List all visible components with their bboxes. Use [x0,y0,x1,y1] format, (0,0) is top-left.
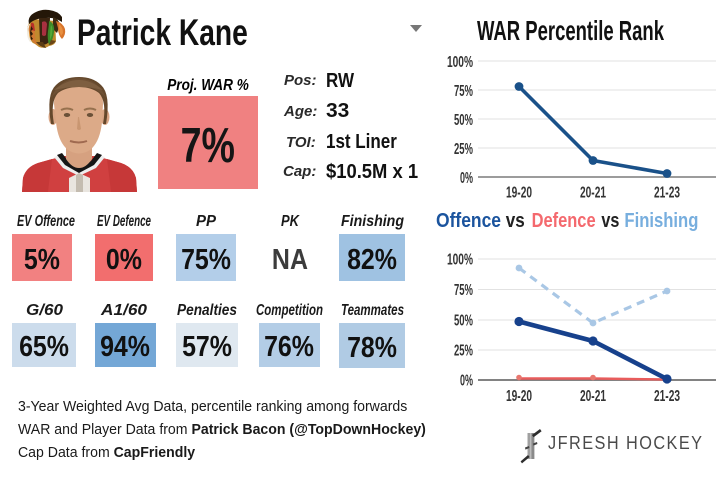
svg-text:PK: PK [281,213,300,230]
svg-text:PP: PP [196,213,217,230]
svg-text:19-20: 19-20 [506,185,532,202]
svg-text:21-23: 21-23 [654,185,680,202]
svg-text:Teammates: Teammates [341,302,404,319]
svg-text:20-21: 20-21 [580,185,606,202]
svg-text:vs: vs [506,209,525,232]
svg-text:50%: 50% [454,313,473,330]
svg-text:vs: vs [601,209,619,232]
svg-text:21-23: 21-23 [654,388,680,405]
svg-text:Penalties: Penalties [177,302,237,319]
svg-text:20-21: 20-21 [580,388,606,405]
svg-text:Finishing: Finishing [624,209,698,232]
svg-text:100%: 100% [447,54,473,71]
svg-text:75%: 75% [454,83,473,100]
svg-text:EV Offence: EV Offence [17,213,75,230]
svg-text:Offence: Offence [436,209,501,232]
svg-text:0%: 0% [460,170,473,187]
svg-text:25%: 25% [454,343,473,360]
svg-text:A1/60: A1/60 [100,302,148,319]
svg-text:75%: 75% [454,282,473,299]
svg-text:19-20: 19-20 [506,388,532,405]
svg-text:WAR Percentile Rank: WAR Percentile Rank [477,15,664,46]
svg-text:Defence: Defence [532,209,596,232]
svg-text:Competition: Competition [256,302,323,319]
svg-text:50%: 50% [454,112,473,129]
svg-text:Finishing: Finishing [341,213,404,230]
svg-text:0%: 0% [460,373,473,390]
svg-text:EV Defence: EV Defence [97,213,151,230]
svg-text:100%: 100% [447,252,473,269]
svg-text:25%: 25% [454,141,473,158]
svg-text:G/60: G/60 [26,302,63,319]
